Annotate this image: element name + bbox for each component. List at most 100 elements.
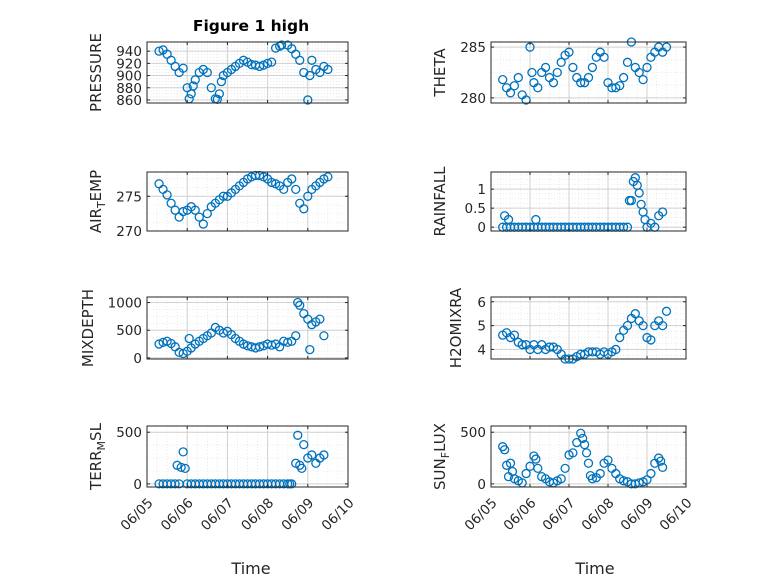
axes-box bbox=[490, 171, 687, 232]
data-point bbox=[576, 78, 586, 88]
x-tick-label: 06/10 bbox=[657, 495, 696, 534]
y-axis-label: PRESSURE bbox=[87, 33, 105, 112]
data-point bbox=[202, 208, 212, 219]
axes-box bbox=[490, 296, 687, 360]
data-point bbox=[174, 212, 184, 222]
data-point bbox=[513, 72, 523, 83]
data-point bbox=[287, 479, 297, 489]
data-point bbox=[254, 342, 265, 352]
y-tick-label: 920 bbox=[116, 56, 142, 72]
data-point bbox=[505, 88, 516, 98]
x-tick-label: 06/09 bbox=[278, 495, 317, 534]
axes-box bbox=[146, 171, 349, 232]
data-point bbox=[611, 344, 621, 355]
y-axis-label: TERRMSL bbox=[87, 422, 108, 491]
series-markers bbox=[154, 170, 333, 229]
data-point bbox=[287, 174, 297, 184]
data-point bbox=[661, 42, 672, 52]
data-point bbox=[180, 463, 190, 474]
data-point bbox=[505, 458, 516, 468]
data-point bbox=[583, 458, 594, 468]
series-markers bbox=[154, 430, 329, 489]
series-markers bbox=[154, 40, 333, 105]
data-point bbox=[531, 454, 541, 464]
data-point bbox=[533, 83, 543, 93]
data-point bbox=[527, 67, 537, 78]
data-point bbox=[154, 179, 164, 189]
y-tick-label: 6 bbox=[477, 295, 486, 311]
data-point bbox=[295, 198, 305, 208]
data-point bbox=[556, 57, 566, 67]
y-tick-label: 1 bbox=[477, 182, 486, 198]
data-point bbox=[498, 74, 508, 85]
y-tick-label: 0 bbox=[133, 477, 142, 493]
data-point bbox=[291, 184, 301, 195]
data-point bbox=[299, 439, 309, 450]
data-point bbox=[548, 78, 559, 88]
xlabel-right: Time bbox=[574, 559, 614, 578]
data-point bbox=[521, 468, 531, 479]
data-point bbox=[622, 320, 633, 331]
data-point bbox=[622, 57, 633, 67]
data-point bbox=[297, 463, 307, 474]
data-point bbox=[656, 456, 666, 466]
data-point bbox=[509, 330, 520, 340]
data-point bbox=[540, 62, 551, 73]
data-point bbox=[615, 332, 625, 343]
y-tick-label: 270 bbox=[116, 224, 142, 240]
data-point bbox=[646, 335, 656, 345]
data-point bbox=[293, 430, 303, 440]
data-point bbox=[238, 339, 249, 349]
x-tick-label: 06/07 bbox=[540, 495, 579, 534]
y-tick-label: 275 bbox=[116, 189, 142, 205]
y-tick-label: 900 bbox=[116, 69, 142, 85]
series-markers bbox=[498, 37, 672, 105]
data-point bbox=[295, 300, 305, 310]
axes-box bbox=[146, 296, 349, 360]
y-tick-label: 860 bbox=[116, 93, 142, 109]
data-point bbox=[533, 463, 543, 474]
data-point bbox=[190, 75, 200, 85]
data-point bbox=[638, 320, 648, 331]
data-point bbox=[499, 445, 510, 455]
x-tick-label: 06/06 bbox=[158, 495, 197, 534]
data-point bbox=[254, 61, 265, 72]
y-tick-label: 4 bbox=[477, 342, 486, 358]
data-point bbox=[154, 46, 164, 56]
y-tick-label: 500 bbox=[116, 323, 142, 339]
data-point bbox=[323, 64, 333, 75]
data-point bbox=[640, 214, 650, 225]
axes-box bbox=[490, 425, 687, 488]
y-tick-label: 285 bbox=[460, 40, 486, 56]
data-point bbox=[262, 58, 273, 68]
data-point bbox=[646, 468, 656, 479]
data-point bbox=[581, 448, 592, 458]
series-markers bbox=[498, 428, 668, 489]
axes-box bbox=[490, 41, 687, 104]
data-point bbox=[305, 344, 315, 355]
data-point bbox=[595, 468, 605, 479]
data-point bbox=[307, 55, 317, 65]
data-point bbox=[307, 450, 317, 460]
data-point bbox=[603, 455, 613, 465]
data-point bbox=[186, 89, 196, 99]
data-point bbox=[218, 191, 229, 201]
data-point bbox=[576, 428, 586, 438]
xlabel-left: Time bbox=[230, 559, 270, 578]
data-point bbox=[283, 337, 293, 348]
y-axis-label: RAINFALL bbox=[431, 166, 449, 237]
data-point bbox=[323, 172, 333, 182]
data-point bbox=[303, 191, 313, 201]
data-point bbox=[279, 184, 289, 195]
subplot-rainfall: 0 0.5 1 RAINFALL bbox=[431, 166, 687, 237]
data-point bbox=[295, 55, 305, 65]
axes-box bbox=[146, 425, 349, 488]
data-point bbox=[636, 199, 646, 210]
series-markers bbox=[498, 306, 672, 364]
figure-title: Figure 1 high bbox=[193, 17, 309, 35]
data-point bbox=[657, 462, 668, 473]
data-point bbox=[254, 170, 265, 181]
data-point bbox=[615, 81, 625, 91]
